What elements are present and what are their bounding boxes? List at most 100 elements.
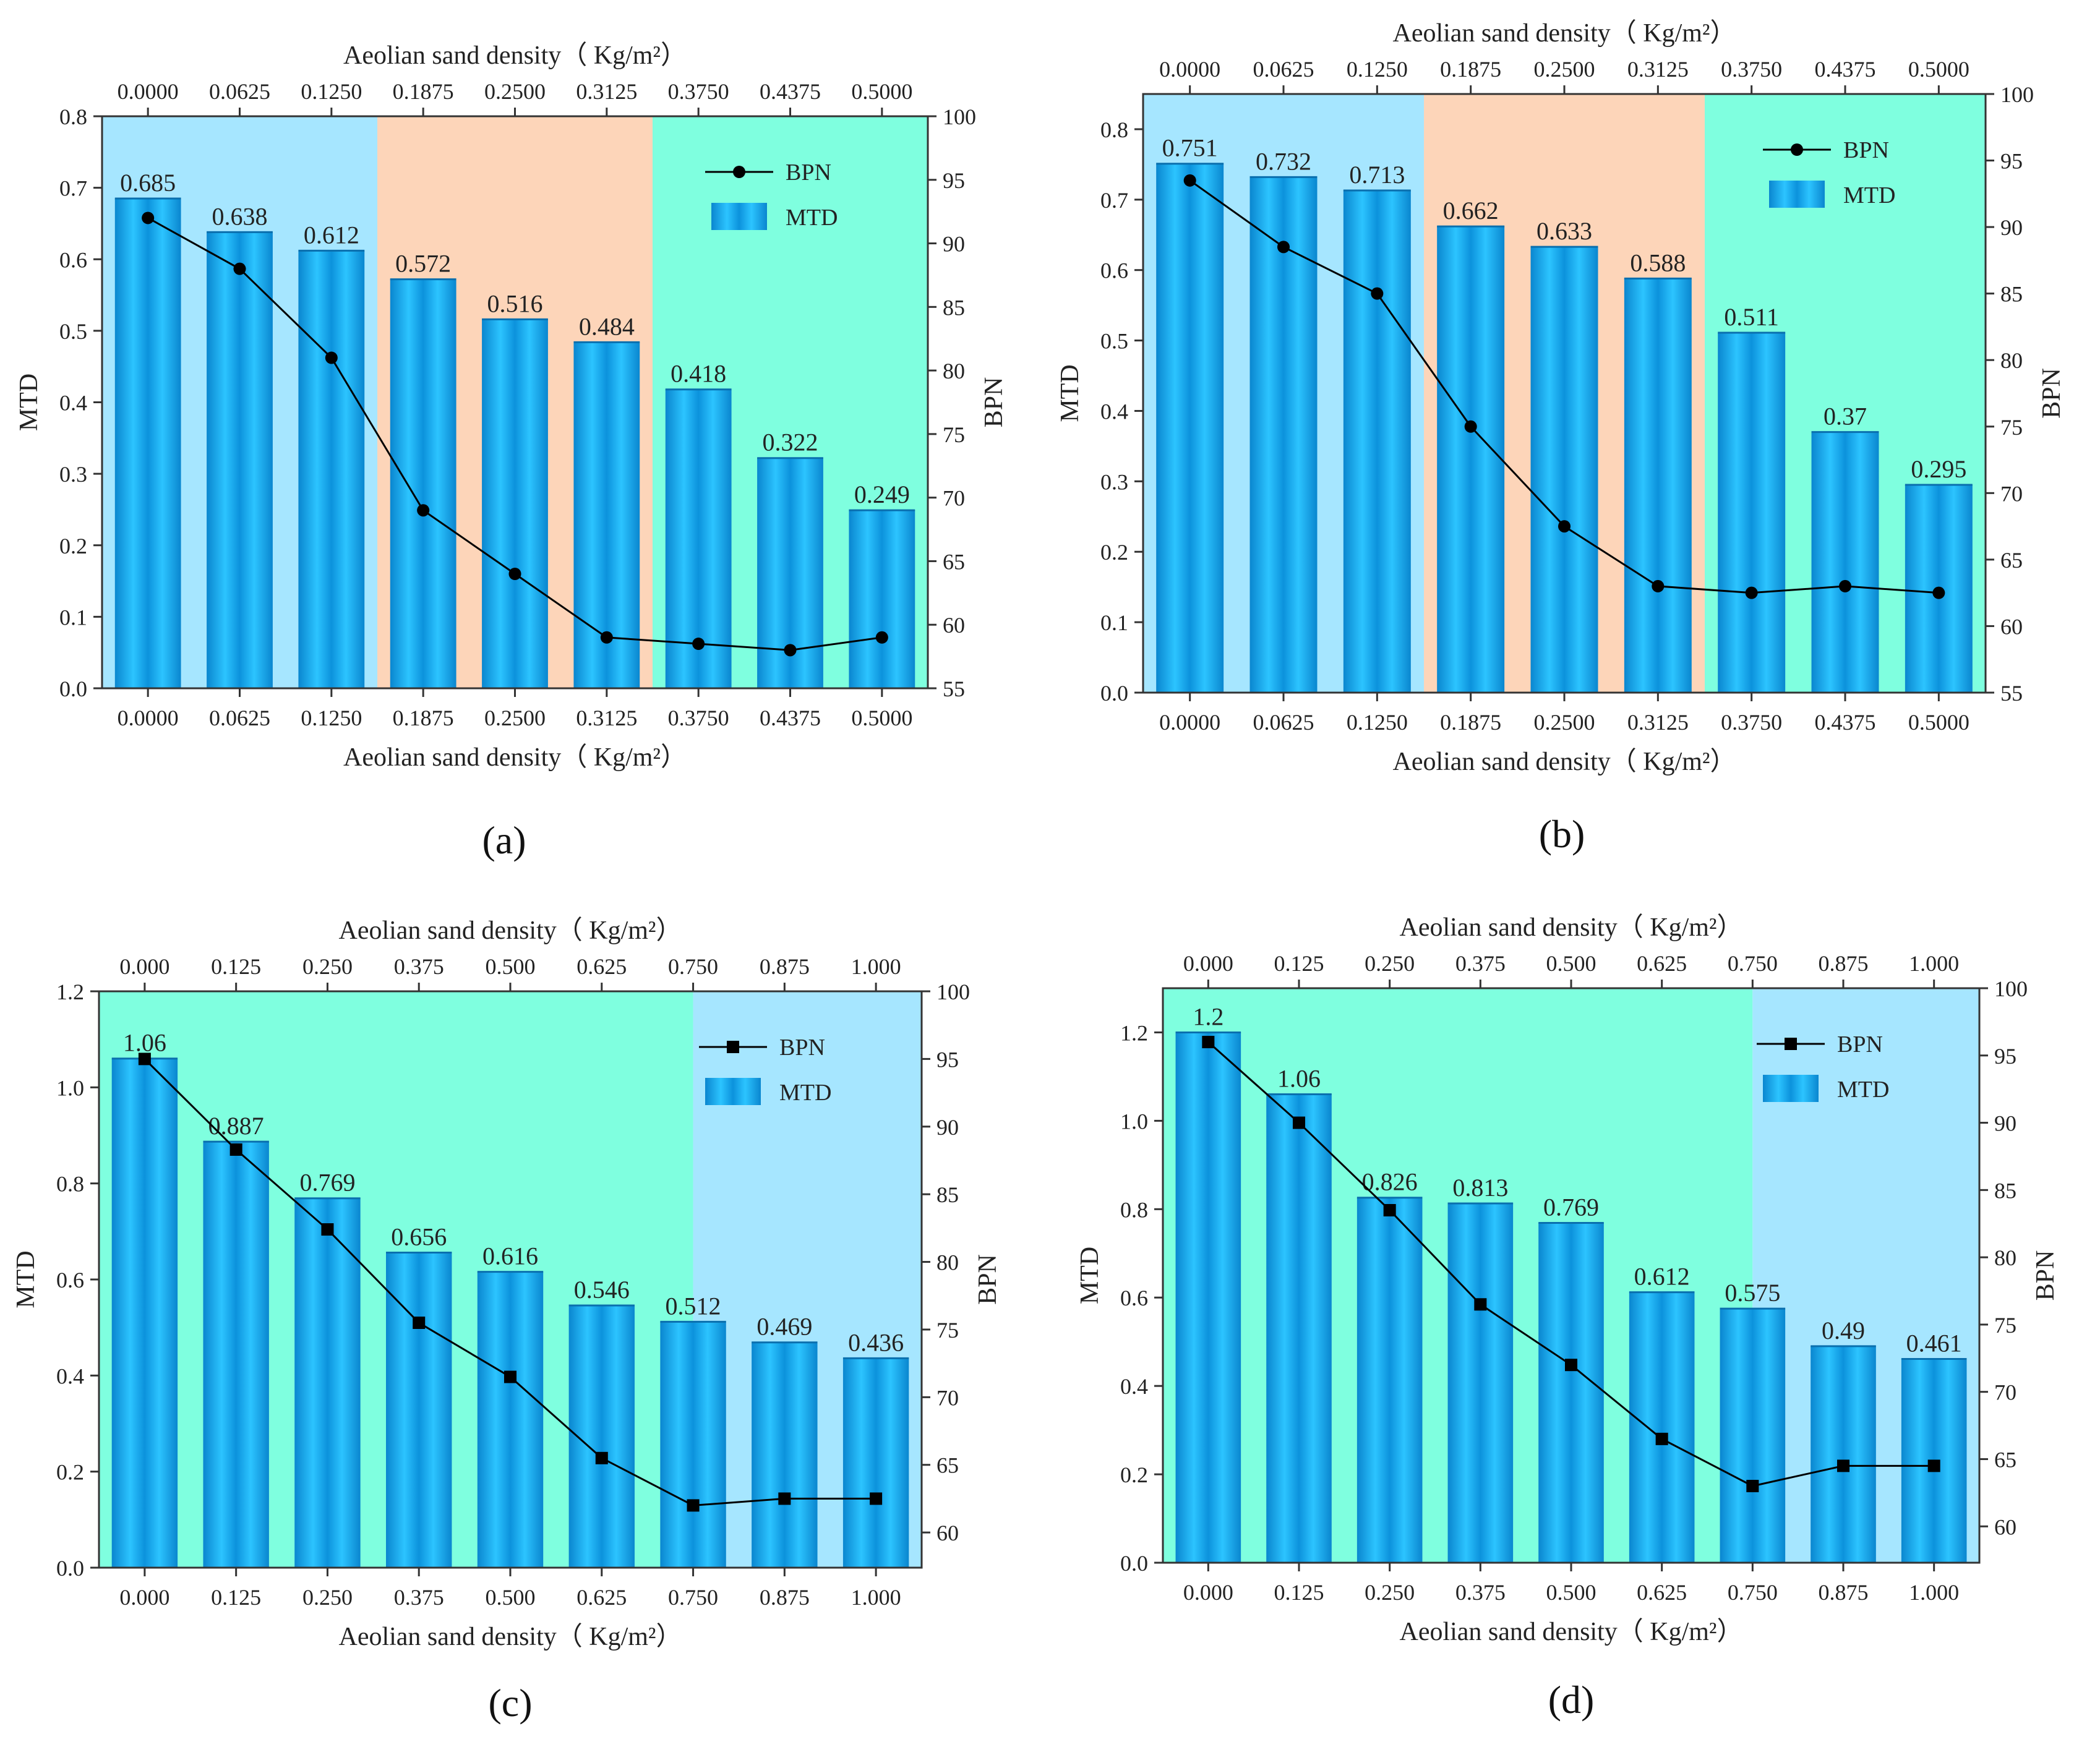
left-y-axis-title: MTD [1076,1247,1104,1304]
mtd-bar [573,342,640,688]
left-y-tick-label: 0.7 [1100,188,1128,213]
right-y-tick-label: 80 [943,359,965,383]
right-y-tick-label: 100 [1994,976,2028,1001]
mtd-bar-label: 0.516 [487,289,543,317]
right-y-tick-label: 80 [2000,348,2023,373]
x-tick-label: 0.875 [1819,1580,1869,1605]
right-y-tick-label: 95 [936,1047,959,1072]
left-y-tick-label: 1.2 [1120,1020,1148,1045]
x-axis-title: Aeolian sand density（ Kg/m²） [338,1623,682,1651]
top-x-axis-title: Aeolian sand density（ Kg/m²） [1392,19,1736,48]
mtd-bar-label: 0.612 [1634,1263,1690,1291]
left-y-axis-title: MTD [1056,364,1084,422]
top-x-tick-label: 0.500 [1546,951,1596,976]
panel-label: (b) [1539,812,1585,856]
bpn-point [600,631,613,644]
top-x-tick-label: 0.250 [1365,951,1415,976]
mtd-bar-label: 0.249 [854,481,910,508]
left-y-tick-label: 0.8 [1120,1197,1148,1222]
mtd-bar-label: 0.769 [1543,1193,1599,1221]
left-y-tick-label: 0.7 [59,176,87,201]
left-y-tick-label: 0.8 [56,1172,84,1197]
mtd-bar [294,1198,361,1568]
mtd-bar [1249,177,1318,693]
bpn-point [229,1143,242,1156]
legend-bpn-label: BPN [786,160,831,186]
left-y-tick-label: 0.0 [1100,681,1128,706]
right-y-tick-label: 55 [943,677,965,701]
mtd-bar-label: 1.06 [1277,1065,1321,1093]
right-y-tick-label: 85 [1994,1178,2016,1203]
x-tick-label: 0.750 [668,1585,718,1610]
mtd-bar [298,250,365,688]
x-tick-label: 0.4375 [760,706,821,730]
panel-label: (a) [482,818,526,862]
right-y-tick-label: 60 [936,1521,959,1545]
x-tick-label: 1.000 [851,1585,901,1610]
bpn-point [1183,174,1196,187]
right-y-tick-label: 65 [943,549,965,574]
mtd-bar-label: 0.546 [574,1276,630,1304]
x-tick-label: 0.3125 [576,706,637,730]
bpn-point [1839,579,1851,592]
top-x-tick-label: 0.0625 [209,79,270,104]
x-tick-label: 0.500 [486,1585,536,1610]
bpn-point [321,1223,334,1236]
legend-mtd-label: MTD [1843,182,1895,208]
x-tick-label: 0.250 [302,1585,353,1610]
panel-label: (d) [1548,1678,1595,1722]
bpn-point [1558,520,1571,533]
mtd-bar [849,510,915,688]
top-x-tick-label: 0.375 [394,954,444,979]
right-y-axis-title: BPN [2038,368,2066,419]
bpn-point [138,1053,151,1066]
top-x-tick-label: 0.3750 [668,79,729,104]
mtd-bar-label: 0.616 [482,1242,538,1270]
legend-mtd-swatch [705,1078,761,1105]
right-y-tick-label: 90 [943,232,965,257]
mtd-bar-label: 0.751 [1162,134,1218,162]
mtd-bar [1811,432,1879,693]
right-y-axis-title: BPN [980,377,1008,428]
left-y-tick-label: 1.0 [56,1075,84,1100]
legend-mtd-label: MTD [1837,1077,1889,1103]
bpn-point [784,644,797,657]
x-axis-title: Aeolian sand density（ Kg/m²） [1399,1618,1742,1646]
left-y-tick-label: 0.2 [59,534,87,558]
left-y-tick-label: 0.4 [56,1364,84,1388]
bpn-point [1652,579,1665,592]
mtd-bar [477,1271,544,1568]
panel-label: (c) [488,1681,532,1725]
top-x-tick-label: 0.3125 [576,79,637,104]
top-x-tick-label: 0.875 [760,954,810,979]
top-x-tick-label: 0.625 [576,954,627,979]
left-y-tick-label: 0.8 [1100,117,1128,142]
mtd-bar [1720,1309,1786,1563]
right-y-tick-label: 70 [1994,1380,2016,1405]
legend-bpn-marker [1785,1038,1797,1050]
mtd-bar-label: 0.685 [120,169,176,197]
right-y-axis-title: BPN [974,1254,1002,1305]
mtd-bar [207,232,273,688]
top-x-tick-label: 0.2500 [484,79,546,104]
mtd-bar-label: 0.322 [763,429,818,456]
mtd-bar [752,1342,818,1568]
mtd-bar [842,1358,909,1568]
mtd-bar [203,1142,269,1568]
mtd-bar-label: 0.813 [1452,1174,1508,1202]
left-y-tick-label: 0.1 [59,605,87,630]
bpn-point [1202,1036,1215,1049]
mtd-bar-label: 0.512 [666,1292,721,1320]
bpn-point [875,631,888,644]
left-y-tick-label: 0.5 [1100,329,1128,354]
mtd-bar-label: 1.06 [123,1029,166,1057]
x-tick-label: 0.3750 [1721,710,1782,735]
right-y-tick-label: 100 [936,980,970,1004]
right-y-tick-label: 80 [1994,1245,2016,1270]
left-y-tick-label: 0.4 [1100,399,1128,424]
bpn-point [778,1492,791,1505]
x-tick-label: 0.5000 [851,706,912,730]
right-y-tick-label: 100 [943,105,976,129]
